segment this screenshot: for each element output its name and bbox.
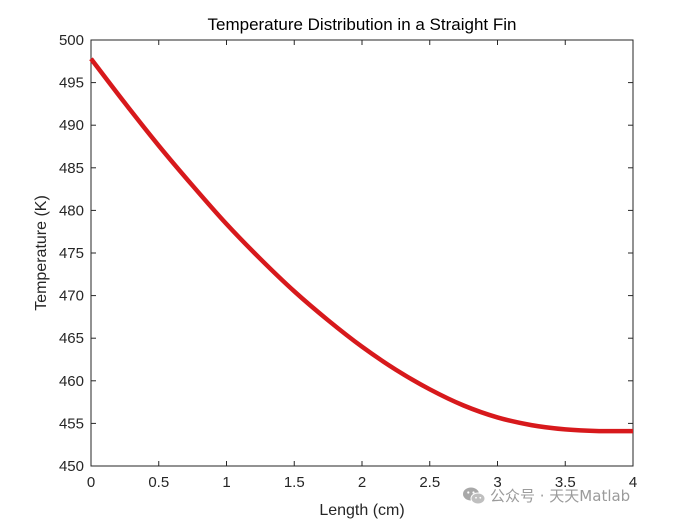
y-tick-label: 460 — [59, 373, 84, 390]
y-tick-label: 480 — [59, 202, 84, 219]
y-tick-label: 470 — [59, 288, 84, 305]
series-layer — [89, 57, 634, 434]
y-tick-label: 455 — [59, 415, 84, 432]
watermark-text: 公众号 · 天天Matlab — [490, 487, 631, 505]
y-tick-label: 465 — [59, 330, 84, 347]
y-tick-label: 500 — [59, 32, 84, 49]
watermark: 公众号 · 天天Matlab — [462, 485, 630, 506]
y-tick-label: 450 — [59, 458, 84, 475]
y-tick-label: 475 — [59, 245, 84, 262]
x-tick-label: 2.5 — [419, 474, 440, 491]
wechat-icon — [463, 487, 486, 504]
x-tick-label: 2 — [358, 474, 366, 491]
x-axis-label: Length (cm) — [319, 502, 404, 519]
x-tick-label: 3.5 — [555, 474, 576, 491]
x-tick-labels: 0 0.5 1 1.5 2 2.5 3 3.5 4 — [87, 474, 637, 491]
x-tick-label: 1.5 — [284, 474, 305, 491]
y-tick-label: 495 — [59, 75, 84, 92]
x-tick-label: 1 — [222, 474, 230, 491]
plot-area — [90, 39, 634, 467]
series-line — [89, 57, 634, 434]
x-tick-label: 0.5 — [148, 474, 169, 491]
y-axis-label: Temperature (K) — [33, 195, 50, 311]
y-tick-labels: 450 455 460 465 470 475 480 485 490 495 500 — [59, 32, 84, 475]
x-tick-label: 4 — [629, 474, 637, 491]
tick-marks — [90, 39, 634, 467]
x-tick-label: 3 — [493, 474, 501, 491]
x-tick-label: 0 — [87, 474, 95, 491]
chart-title: Temperature Distribution in a Straight F… — [208, 15, 517, 34]
y-tick-label: 490 — [59, 117, 84, 134]
y-tick-label: 485 — [59, 160, 84, 177]
